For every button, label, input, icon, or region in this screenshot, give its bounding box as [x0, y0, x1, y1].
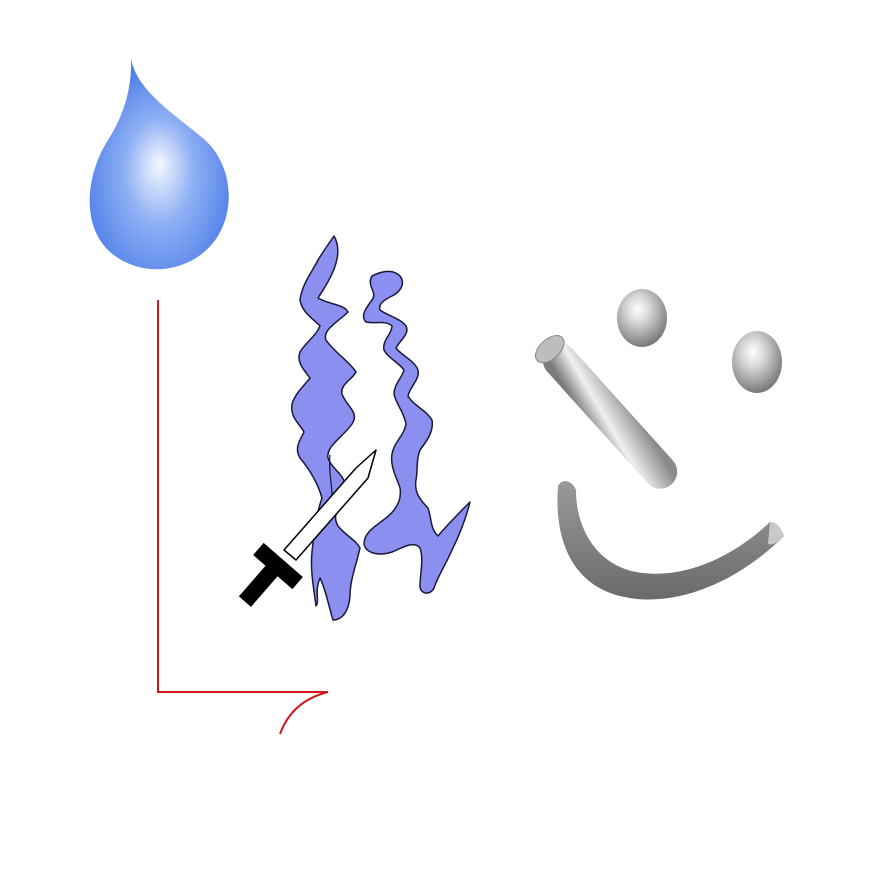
water-drop-icon: [89, 58, 229, 270]
smiley-face-icon: [534, 289, 784, 600]
bracket-line-icon: [157, 300, 329, 735]
sword-icon: [238, 449, 377, 607]
flame-icon: [291, 235, 471, 621]
